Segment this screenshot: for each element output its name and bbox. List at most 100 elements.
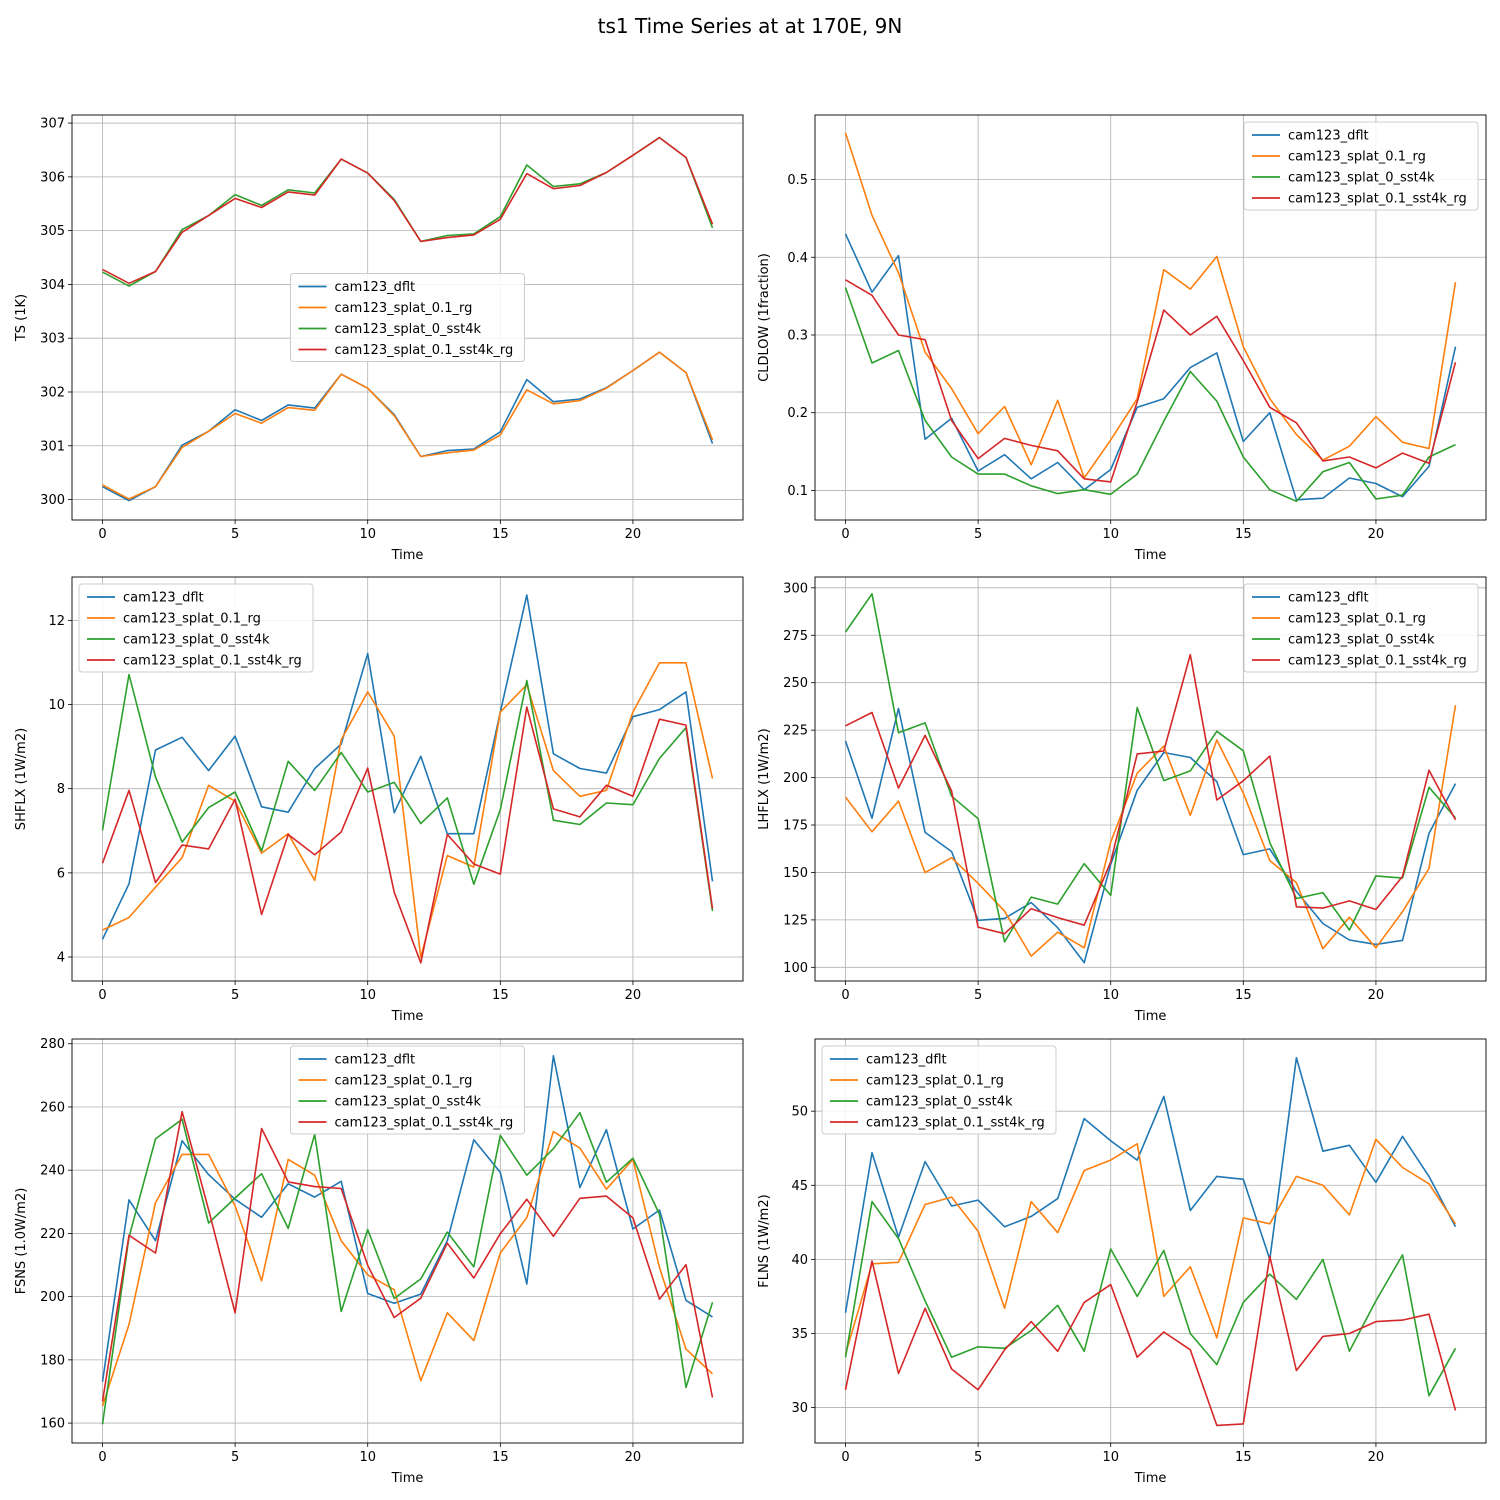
plot-frame xyxy=(71,114,744,521)
y-tick-label: 10 xyxy=(48,698,65,713)
y-tick-label: 0.3 xyxy=(787,328,808,343)
series-line-cam123-dflt xyxy=(102,351,714,502)
series-line-cam123-splat-0-1-sst4k-rg xyxy=(844,1255,1457,1427)
x-tick-label: 20 xyxy=(1368,527,1385,542)
legend-entry: cam123_splat_0_sst4k xyxy=(1288,171,1435,186)
x-axis-label: Time xyxy=(391,548,424,563)
y-tick-label: 0.5 xyxy=(787,173,808,188)
legend-entry: cam123_splat_0.1_sst4k_rg xyxy=(123,654,302,669)
legend: cam123_dflt cam123_splat_0.1_rg cam123_spl… xyxy=(78,583,314,673)
chart-ts: 0 5 10 15 20 300 301 302 303 304 305 306 307 Time TS (… xyxy=(14,114,744,563)
series-line-cam123-splat-0-1-rg xyxy=(844,132,1457,479)
y-axis-label: LHFLX (1W/m2) xyxy=(757,728,772,829)
y-axis-label: CLDLOW (1fraction) xyxy=(757,253,772,382)
y-tick-label: 100 xyxy=(783,961,808,976)
x-tick-label: 5 xyxy=(974,1450,982,1465)
legend-entry: cam123_splat_0.1_sst4k_rg xyxy=(1288,654,1467,669)
series-line-cam123-splat-0-sst4k xyxy=(844,287,1456,503)
chart-shflx: 0 5 10 15 20 4 6 8 10 12 Time SHFLX (1W/m2) cam123_d… xyxy=(14,576,744,1024)
legend-box xyxy=(1243,121,1479,211)
plot-frame xyxy=(71,1038,744,1444)
y-axis-label: TS (1K) xyxy=(14,294,29,342)
y-tick-label: 0.2 xyxy=(787,406,808,421)
y-tick-label: 304 xyxy=(40,278,65,293)
x-tick-label: 20 xyxy=(625,1450,642,1465)
y-tick-label: 275 xyxy=(783,629,808,644)
y-tick-label: 300 xyxy=(40,493,65,508)
y-tick-label: 12 xyxy=(48,614,65,629)
x-tick-label: 5 xyxy=(231,527,239,542)
legend-box xyxy=(290,1045,525,1135)
legend-entry: cam123_dflt xyxy=(866,1053,947,1068)
y-tick-label: 160 xyxy=(40,1417,65,1432)
y-tick-label: 6 xyxy=(57,866,65,881)
series-line-cam123-splat-0-sst4k xyxy=(101,1111,714,1425)
y-tick-label: 150 xyxy=(783,866,808,881)
series-line-cam123-splat-0-1-sst4k-rg xyxy=(102,136,714,285)
x-tick-label: 0 xyxy=(98,1450,106,1465)
legend-entry: cam123_splat_0.1_rg xyxy=(1288,612,1426,627)
x-axis-label: Time xyxy=(391,1009,424,1024)
legend: cam123_dflt cam123_splat_0.1_rg cam123_spl… xyxy=(1243,121,1479,211)
x-axis-label: Time xyxy=(391,1471,424,1486)
chart-cldlow: 0 5 10 15 20 0.1 0.2 0.3 0.4 0.5 Time CLDLOW (1frac… xyxy=(757,114,1487,563)
legend: cam123_dflt cam123_splat_0.1_rg cam123_spl… xyxy=(290,273,525,362)
y-tick-label: 280 xyxy=(40,1037,65,1052)
y-tick-label: 40 xyxy=(791,1253,808,1268)
legend-entry: cam123_splat_0.1_sst4k_rg xyxy=(335,1116,514,1131)
legend-box xyxy=(1243,583,1479,673)
x-axis-label: Time xyxy=(1134,548,1167,563)
y-tick-label: 260 xyxy=(40,1100,65,1115)
x-tick-label: 0 xyxy=(841,527,849,542)
x-tick-label: 15 xyxy=(492,1450,509,1465)
y-tick-label: 301 xyxy=(40,439,65,454)
series-line-cam123-splat-0-1-rg xyxy=(844,1138,1457,1355)
y-tick-label: 125 xyxy=(783,913,808,928)
legend-box xyxy=(78,583,314,673)
legend: cam123_dflt cam123_splat_0.1_rg cam123_spl… xyxy=(821,1045,1057,1135)
x-tick-label: 5 xyxy=(231,1450,239,1465)
x-tick-label: 0 xyxy=(841,1450,849,1465)
plot-frame xyxy=(71,576,744,982)
y-tick-label: 225 xyxy=(783,724,808,739)
x-axis-label: Time xyxy=(1134,1471,1167,1486)
y-tick-label: 35 xyxy=(791,1327,808,1342)
x-tick-label: 0 xyxy=(98,527,106,542)
y-axis-label: FLNS (1W/m2) xyxy=(757,1194,772,1287)
y-tick-label: 305 xyxy=(40,224,65,239)
series-line-cam123-splat-0-sst4k xyxy=(101,673,714,912)
legend-entry: cam123_dflt xyxy=(1288,129,1369,144)
legend-entry: cam123_splat_0_sst4k xyxy=(866,1095,1013,1110)
legend-entry: cam123_dflt xyxy=(335,1053,416,1068)
series-line-cam123-splat-0-1-sst4k-rg xyxy=(101,1110,714,1402)
y-tick-label: 307 xyxy=(40,117,65,132)
legend-entry: cam123_splat_0.1_rg xyxy=(335,301,473,316)
y-tick-label: 0.1 xyxy=(787,484,808,499)
x-tick-label: 10 xyxy=(359,527,376,542)
series-line-cam123-splat-0-1-sst4k-rg xyxy=(845,279,1457,483)
y-tick-label: 0.4 xyxy=(787,251,808,266)
legend-entry: cam123_splat_0.1_rg xyxy=(123,612,261,627)
x-tick-label: 10 xyxy=(359,1450,376,1465)
x-tick-label: 10 xyxy=(1102,988,1119,1003)
series-line-cam123-splat-0-1-rg xyxy=(102,661,714,959)
legend-entry: cam123_splat_0.1_rg xyxy=(335,1074,473,1089)
x-tick-label: 15 xyxy=(1235,1450,1252,1465)
series-line-cam123-dflt xyxy=(101,1055,713,1382)
x-tick-label: 0 xyxy=(841,988,849,1003)
series-line-cam123-dflt xyxy=(101,594,714,940)
legend-entry: cam123_dflt xyxy=(123,591,204,606)
legend-entry: cam123_splat_0.1_rg xyxy=(866,1074,1004,1089)
y-tick-label: 306 xyxy=(40,170,65,185)
series-line-cam123-splat-0-sst4k xyxy=(102,136,714,287)
y-tick-label: 200 xyxy=(783,771,808,786)
series-line-cam123-dflt xyxy=(844,233,1457,501)
x-tick-label: 20 xyxy=(1368,1450,1385,1465)
series-line-cam123-splat-0-1-sst4k-rg xyxy=(845,653,1457,935)
legend-entry: cam123_splat_0.1_sst4k_rg xyxy=(335,343,514,358)
series-line-cam123-splat-0-1-rg xyxy=(101,1130,714,1407)
legend-entry: cam123_splat_0_sst4k xyxy=(123,633,270,648)
y-tick-label: 30 xyxy=(791,1401,808,1416)
y-tick-label: 240 xyxy=(40,1164,65,1179)
